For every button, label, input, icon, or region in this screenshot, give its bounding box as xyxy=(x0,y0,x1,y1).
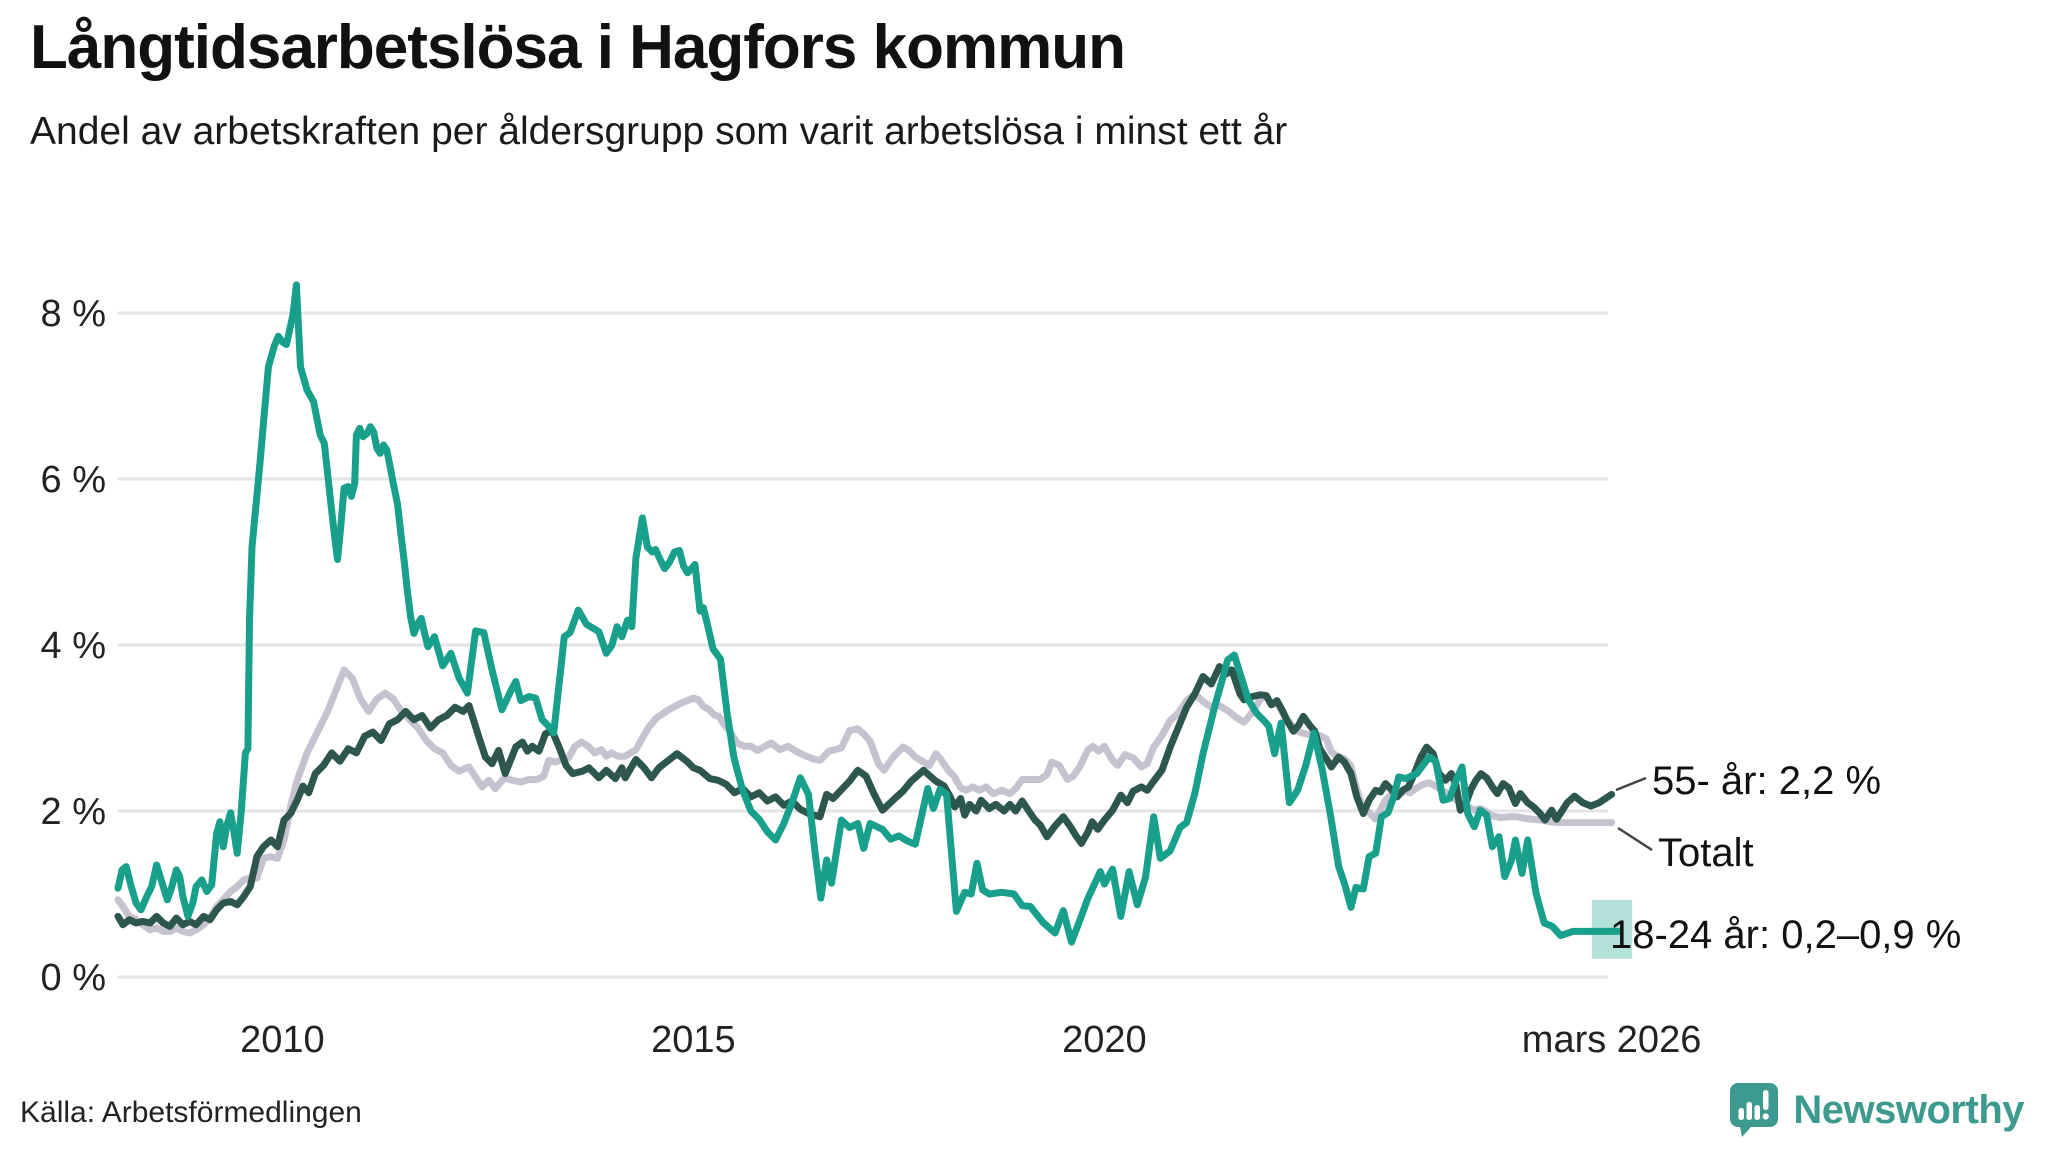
y-tick-label: 4 % xyxy=(41,625,106,667)
x-tick-label: 2010 xyxy=(240,1019,325,1061)
x-tick-label: 2020 xyxy=(1062,1019,1147,1061)
series-label-connector xyxy=(1615,776,1647,792)
y-tick-label: 0 % xyxy=(41,957,106,999)
series-label-connector xyxy=(1617,826,1653,852)
y-tick-label: 6 % xyxy=(41,459,106,501)
series-line-18-24-ar xyxy=(114,281,1622,946)
newsworthy-logo-icon xyxy=(1730,1083,1779,1137)
source-note: Källa: Arbetsförmedlingen xyxy=(20,1096,362,1129)
branding: Newsworthy xyxy=(1729,1082,2024,1138)
x-tick-label: mars 2026 xyxy=(1522,1019,1702,1061)
page-title: Långtidsarbetslösa i Hagfors kommun xyxy=(30,13,1126,82)
x-tick-label: 2015 xyxy=(651,1019,736,1061)
chart-subtitle: Andel av arbetskraften per åldersgrupp s… xyxy=(30,110,1288,153)
series-label-55-ar: 55- år: 2,2 % xyxy=(1652,759,1881,803)
series-line-totalt xyxy=(114,666,1616,937)
series-label-totalt: Totalt xyxy=(1658,831,1754,875)
newsworthy-wordmark: Newsworthy xyxy=(1793,1087,2024,1132)
y-tick-label: 2 % xyxy=(41,791,106,833)
y-tick-label: 8 % xyxy=(41,293,106,335)
series-label-18-24-ar: 18-24 år: 0,2–0,9 % xyxy=(1610,913,1961,957)
